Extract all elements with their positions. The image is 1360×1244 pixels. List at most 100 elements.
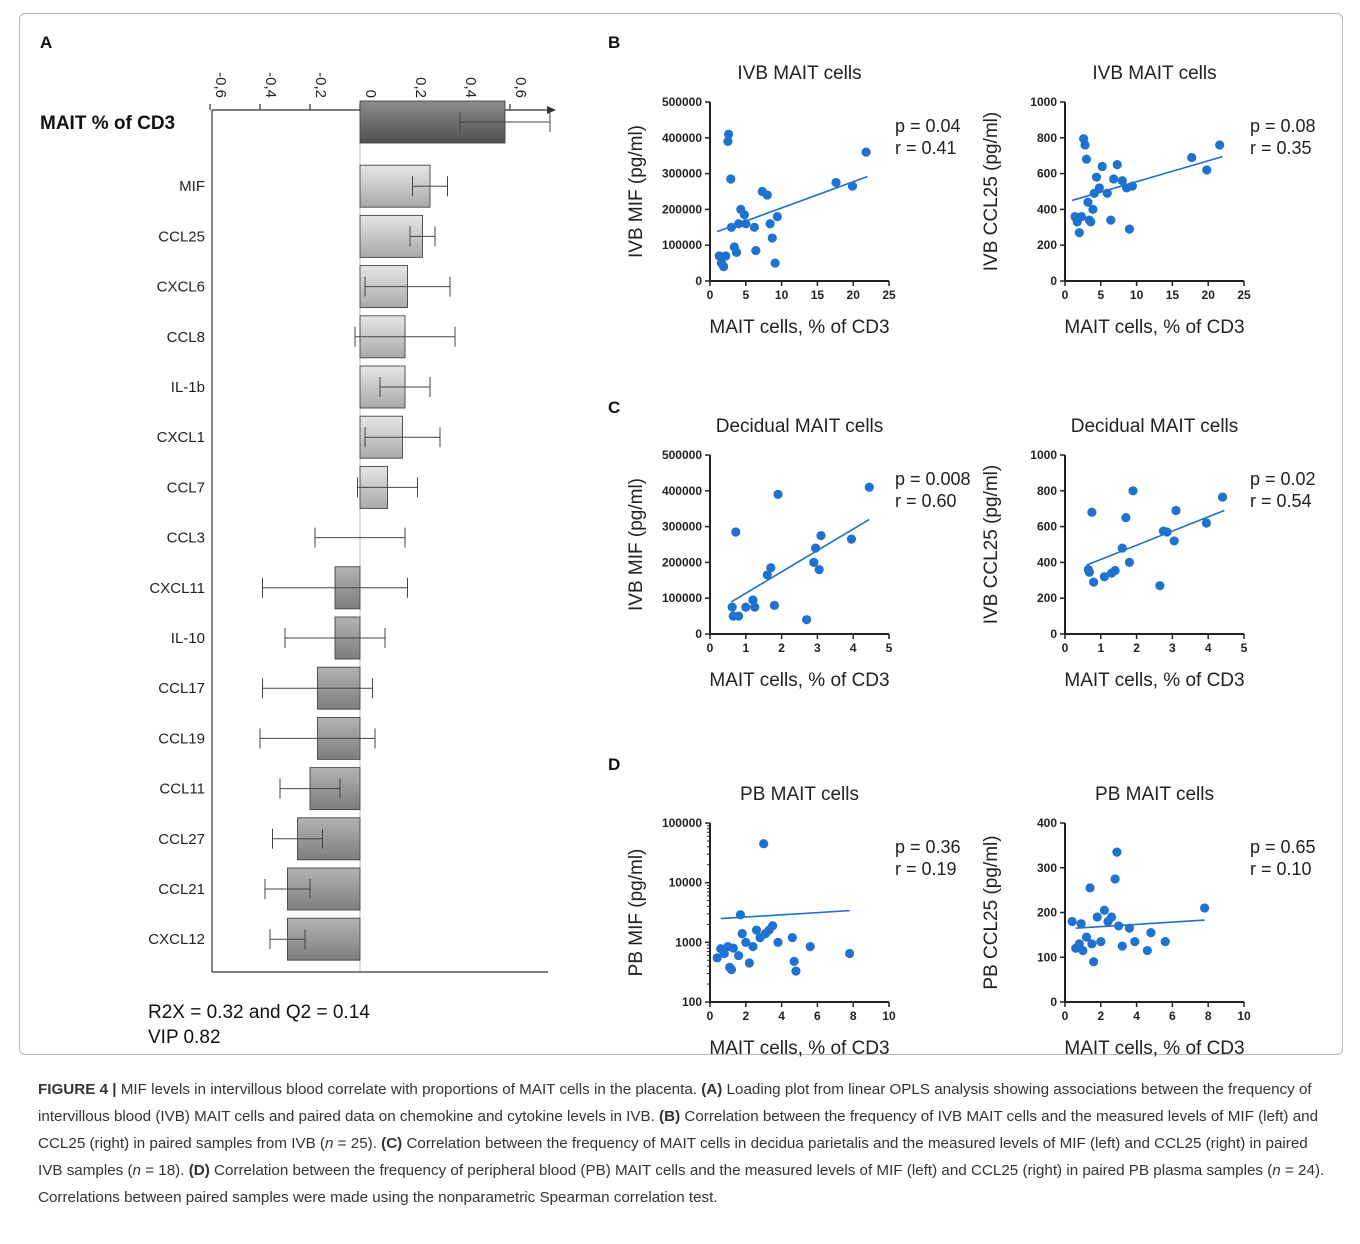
data-point <box>731 247 742 257</box>
data-point <box>735 910 746 920</box>
panel-a-loading-plot: -0,6 -0,4 -0,2 0 0,2 0,4 0,6 MAIT % of CD3 MIF CC… <box>40 72 556 1048</box>
data-point <box>1089 957 1099 967</box>
x-axis-label: MAIT cells, % of CD3 <box>1064 670 1244 691</box>
x-tick-label: 10 <box>882 1009 896 1023</box>
y-tick-label: 400 <box>1037 202 1057 216</box>
panel-letters: A B C D <box>40 33 620 774</box>
caption-text-run: = 24). Correlations between paired sampl… <box>38 1162 1325 1206</box>
x-tick-label: 25 <box>882 288 896 302</box>
data-point <box>1081 154 1092 164</box>
chart-title: PB MAIT cells <box>1095 784 1214 805</box>
data-point <box>1130 936 1140 947</box>
x-tick-label: 2 <box>778 641 785 655</box>
category-label: CCL3 <box>167 530 205 547</box>
chart-title: PB MAIT cells <box>740 784 859 805</box>
y-axis-label: PB CCL25 (pg/ml) <box>981 835 1002 989</box>
category-label: CXCL11 <box>149 580 205 597</box>
data-point <box>1099 905 1109 915</box>
data-point <box>1081 932 1092 942</box>
panel-d-left-scatter: PB MAIT cells 0 2 4 6 8 10 100 1000 10000 100000 MA… <box>626 784 961 1059</box>
panel-letter-a: A <box>40 33 52 52</box>
y-tick-label: 0 <box>695 274 702 288</box>
p-value-text: p = 0.04 <box>895 116 961 136</box>
data-point <box>734 950 744 961</box>
x-tick-label: 10 <box>1237 1009 1251 1023</box>
data-point <box>767 233 777 243</box>
data-point <box>1106 215 1116 225</box>
y-tick-label: 300 <box>1037 861 1057 875</box>
data-point <box>1080 140 1090 150</box>
data-point <box>741 219 751 229</box>
caption-text-run: = 25). <box>333 1135 382 1152</box>
y-tick-label: 600 <box>1037 520 1057 534</box>
data-point <box>1076 211 1087 222</box>
data-point <box>741 937 751 947</box>
data-point <box>1201 518 1212 528</box>
panel-c-left-scatter: Decidual MAIT cells 0 1 2 3 4 5 0 100000 200000 30… <box>626 416 971 691</box>
data-point <box>1146 928 1156 938</box>
data-point <box>744 958 754 968</box>
data-point <box>864 482 874 492</box>
x-tick-label: 10 <box>1130 288 1144 302</box>
x-tick-label: 0 <box>707 288 714 302</box>
x-tick-label: 15 <box>811 288 825 302</box>
data-point <box>791 966 801 976</box>
panel-c-right-scatter: Decidual MAIT cells 0 1 2 3 4 5 0 200 400 600 800 10… <box>981 416 1316 691</box>
x-tick-label: 4 <box>778 1009 785 1023</box>
y-axis-label: IVB MIF (pg/ml) <box>626 125 647 258</box>
caption-text-run: MIF levels in intervillous blood correla… <box>116 1081 702 1098</box>
x-tick-label: 0 <box>1062 1009 1069 1023</box>
data-point <box>750 602 760 612</box>
r-value-text: r = 0.19 <box>895 859 957 879</box>
data-point <box>751 245 761 256</box>
data-point <box>1099 572 1109 582</box>
data-point <box>768 921 778 931</box>
data-point <box>728 943 738 953</box>
data-point <box>762 190 772 200</box>
category-label: CCL27 <box>158 831 205 848</box>
data-point <box>1124 923 1135 933</box>
x-tick-label: 8 <box>850 1009 857 1023</box>
category-label: CCL17 <box>158 680 205 697</box>
caption-text-run: Loading plot from linear OPLS analysis s… <box>38 1081 1312 1125</box>
data-point <box>1117 176 1127 186</box>
x-tick-label: 25 <box>1237 288 1251 302</box>
y-tick-label: 10000 <box>669 876 703 890</box>
data-point <box>1155 581 1165 591</box>
data-point <box>814 564 824 575</box>
panel-b-right-scatter: IVB MAIT cells 0 5 10 15 20 25 0 200 400 600 800 100… <box>981 63 1316 338</box>
data-point <box>1085 883 1095 893</box>
x-tick-label: -0,2 <box>312 72 329 98</box>
y-tick-label: 600 <box>1037 167 1057 181</box>
category-label: CCL25 <box>158 228 205 245</box>
data-point <box>726 174 736 184</box>
x-tick-label: 3 <box>814 641 821 655</box>
x-tick-label: 15 <box>1166 288 1180 302</box>
data-point <box>811 543 821 553</box>
data-point <box>1076 919 1086 929</box>
x-tick-label: 0 <box>1062 288 1069 302</box>
y-tick-label: 0 <box>1050 274 1057 288</box>
data-point <box>1088 204 1098 214</box>
data-point <box>1110 874 1120 884</box>
data-point <box>748 941 758 952</box>
target-label: MAIT % of CD3 <box>40 113 175 134</box>
y-tick-label: 1000 <box>675 935 702 949</box>
r-value-text: r = 0.10 <box>1250 859 1312 879</box>
category-label: CCL7 <box>167 479 205 496</box>
data-point <box>809 557 819 568</box>
r-value-text: r = 0.60 <box>895 491 957 511</box>
y-tick-label: 300000 <box>662 520 702 534</box>
data-point <box>1187 152 1197 163</box>
data-point <box>1128 486 1138 496</box>
x-tick-label: 20 <box>1202 288 1216 302</box>
data-point <box>737 929 747 939</box>
data-point <box>1067 916 1077 927</box>
data-point <box>739 210 749 220</box>
x-tick-label: 1 <box>1097 641 1104 655</box>
data-point <box>1087 507 1097 517</box>
y-tick-label: 400 <box>1037 555 1057 569</box>
x-tick-label: 3 <box>1169 641 1176 655</box>
caption-text-run: (D) <box>188 1162 210 1179</box>
